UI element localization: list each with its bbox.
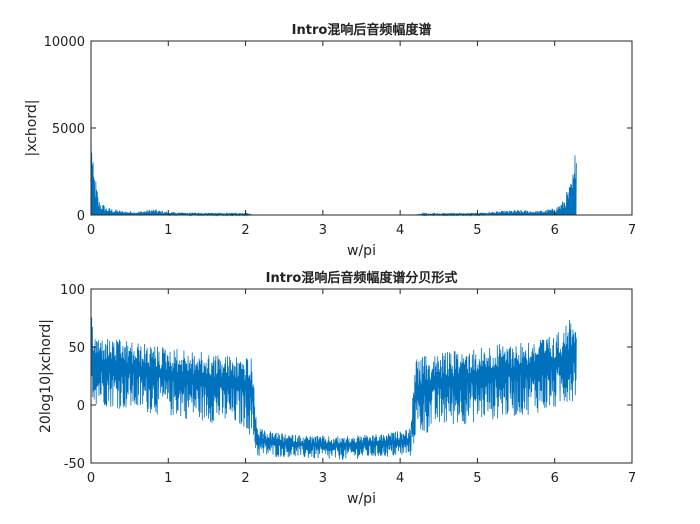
- chart0-xtick-label: 7: [628, 223, 636, 238]
- chart0-ytick-label: 5000: [52, 122, 85, 137]
- chart0-title: Intro混响后音频幅度谱: [292, 22, 432, 38]
- chart1-xtick-label: 3: [319, 471, 327, 486]
- chart0-xtick-label: 4: [396, 223, 404, 238]
- chart0-xtick-label: 6: [551, 223, 559, 238]
- chart0-ylabel: |xchord|: [24, 99, 40, 156]
- chart1-xtick-label: 4: [396, 471, 404, 486]
- chart0-ytick-label: 10000: [44, 35, 85, 50]
- chart0-plot-area: [91, 41, 632, 215]
- chart0-xlabel: w/pi: [347, 243, 376, 259]
- chart0-xtick-label: 3: [319, 223, 327, 238]
- chart1-xtick-label: 5: [473, 471, 481, 486]
- chart1-xtick-label: 6: [551, 471, 559, 486]
- chart1-xlabel: w/pi: [347, 491, 376, 507]
- chart0-xtick-label: 1: [164, 223, 172, 238]
- chart1-ylabel: 20log10|xchord|: [38, 319, 54, 433]
- chart1-title: Intro混响后音频幅度谱分贝形式: [266, 270, 458, 286]
- chart1-xtick-label: 0: [87, 471, 95, 486]
- chart0-xtick-label: 5: [473, 223, 481, 238]
- chart1-axes-box: [90, 288, 633, 464]
- chart1-xtick-label: 7: [628, 471, 636, 486]
- chart1-series-line: [90, 317, 577, 460]
- chart1-ytick-label: -50: [64, 457, 85, 472]
- chart1-xtick-label: 2: [241, 471, 249, 486]
- chart1-ytick-label: 100: [60, 283, 85, 298]
- chart0-xtick-label: 0: [87, 223, 95, 238]
- chart0-xtick-label: 2: [241, 223, 249, 238]
- chart1-ytick-label: 0: [77, 399, 85, 414]
- chart1-xtick-label: 1: [164, 471, 172, 486]
- chart0-ytick-label: 0: [77, 209, 85, 224]
- chart1-ytick-label: 50: [68, 341, 85, 356]
